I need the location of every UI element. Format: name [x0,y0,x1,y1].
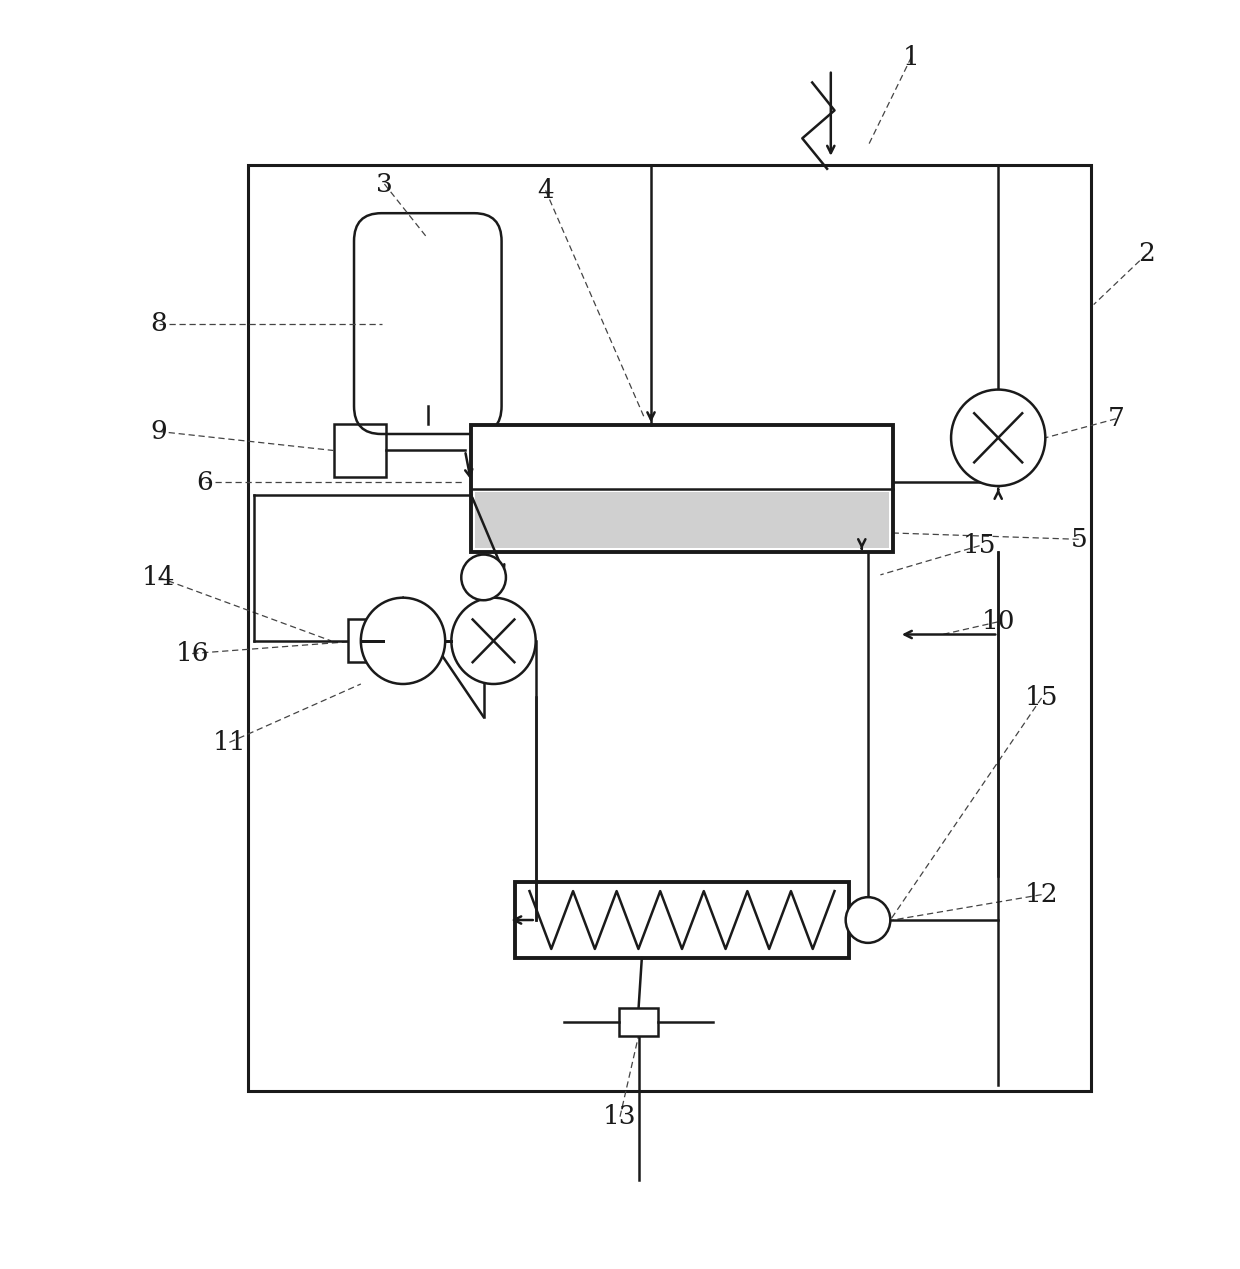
Text: 10: 10 [981,609,1016,634]
Text: 7: 7 [1107,406,1125,431]
Bar [515,882,849,958]
Bar [248,165,1091,1091]
Text: 8: 8 [150,311,167,336]
Text: 15: 15 [962,533,997,558]
Circle shape [451,598,536,684]
Text: 12: 12 [1024,882,1059,907]
Bar [619,1008,658,1036]
Text: 13: 13 [603,1104,637,1129]
Text: 2: 2 [1138,241,1156,266]
Bar [471,425,893,552]
Text: 15: 15 [1024,685,1059,711]
Bar [475,492,889,548]
Circle shape [361,598,445,684]
Text: 16: 16 [175,641,210,666]
Text: 14: 14 [141,565,176,590]
Circle shape [461,555,506,600]
Text: 5: 5 [1070,527,1087,552]
Text: 9: 9 [150,419,167,444]
Text: 11: 11 [212,730,247,755]
Bar [348,619,383,662]
Text: 3: 3 [376,171,393,197]
Bar [334,424,386,477]
Circle shape [846,897,890,943]
Text: 1: 1 [903,44,920,70]
Text: 4: 4 [537,178,554,203]
Circle shape [951,390,1045,486]
Text: 6: 6 [196,470,213,495]
